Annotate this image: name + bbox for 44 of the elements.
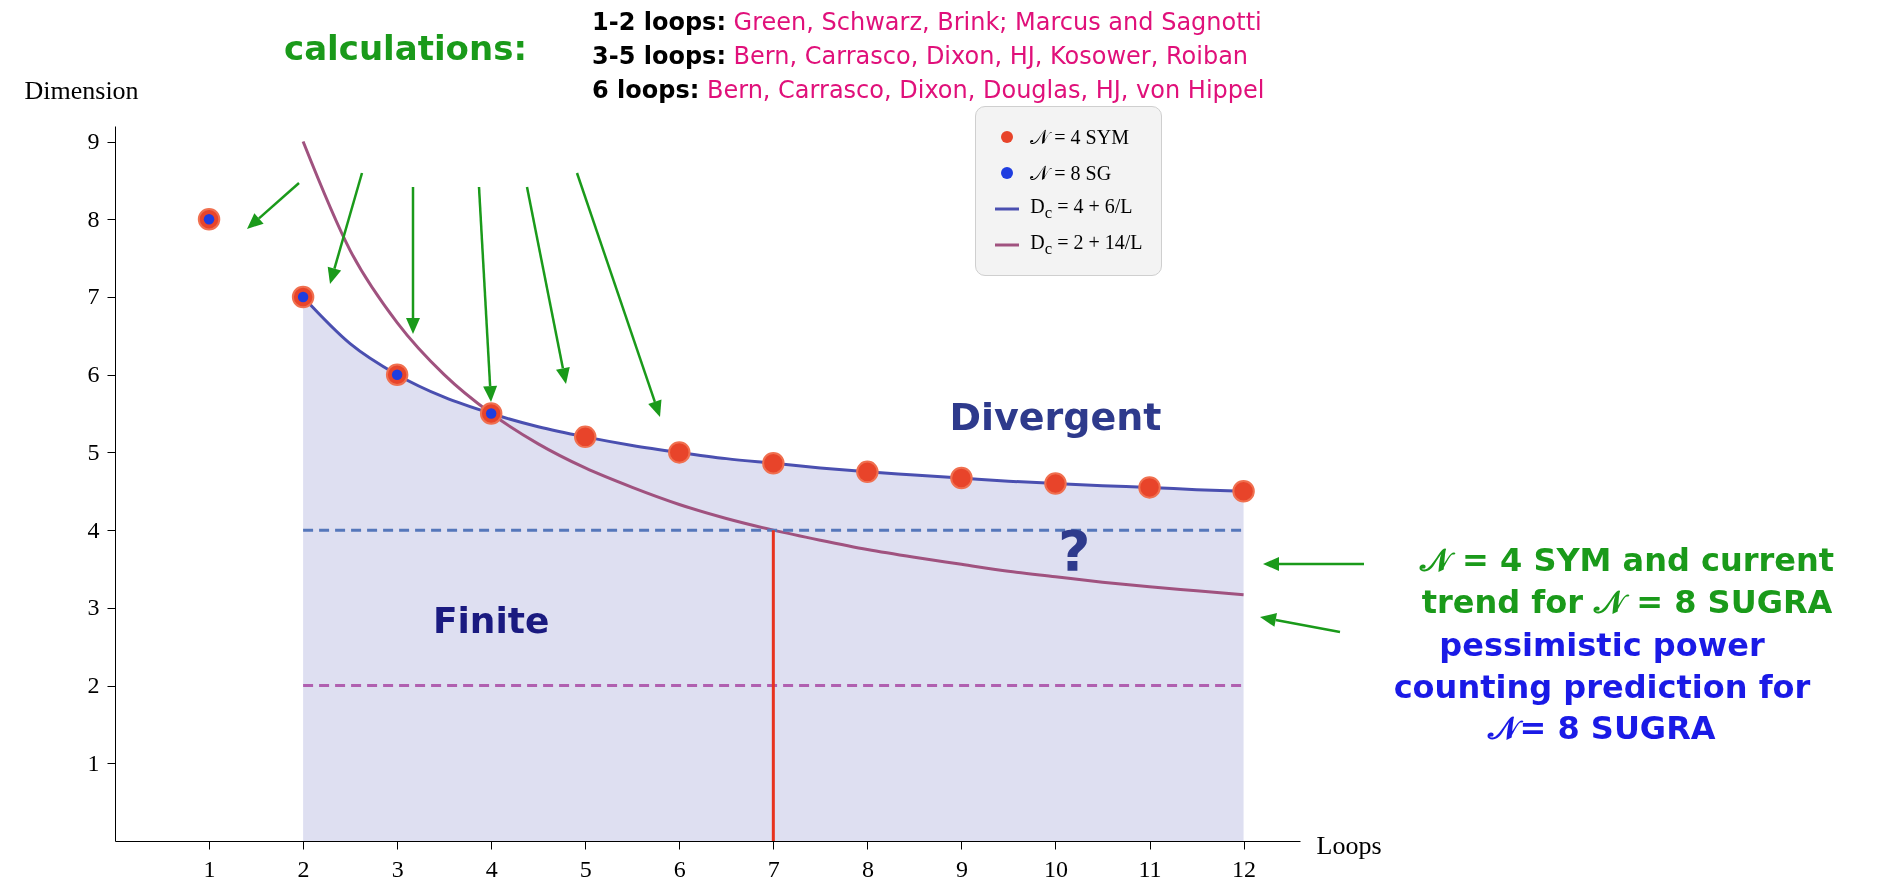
y-tick-label: 1 xyxy=(87,749,100,776)
legend-label: 𝒩 = 8 SG xyxy=(1030,161,1112,185)
x-tick-label: 8 xyxy=(861,855,874,882)
text: pessimistic power counting prediction for 𝒩= 8 SUGRA xyxy=(1392,625,1812,750)
x-tick-label: 10 xyxy=(1043,855,1068,882)
x-tick-label: 6 xyxy=(673,855,686,882)
point xyxy=(1044,472,1067,495)
x-axis-title: Loops xyxy=(1316,830,1382,860)
y-tick-label: 3 xyxy=(87,594,100,621)
x-tick-label: 4 xyxy=(485,855,498,882)
x-tick-label: 7 xyxy=(767,855,780,882)
text: 𝒩 = 4 SYM and current trend for 𝒩 = 8 SUGRA xyxy=(1418,540,1836,623)
x-tick-label: 3 xyxy=(391,855,404,882)
y-tick-label: 9 xyxy=(87,128,100,155)
annotation: Finite xyxy=(432,599,550,640)
text: 6 loops: Bern, Carrasco, Dixon, Douglas, HJ, von Hippel xyxy=(592,76,1265,104)
y-tick-label: 2 xyxy=(87,672,100,699)
x-tick-label: 2 xyxy=(297,855,310,882)
point xyxy=(762,452,785,475)
point xyxy=(856,460,879,484)
x-tick-label: 9 xyxy=(955,855,968,882)
x-tick-label: 11 xyxy=(1138,855,1162,882)
legend-label: 𝒩 = 4 SYM xyxy=(1030,125,1129,149)
point xyxy=(668,441,691,464)
text: calculations: xyxy=(284,28,528,68)
annotation: Divergent xyxy=(949,395,1162,440)
x-tick-label: 12 xyxy=(1232,855,1257,882)
y-axis-title: Dimension xyxy=(24,75,139,105)
annotation: ? xyxy=(1058,517,1091,583)
y-tick-label: 7 xyxy=(87,283,100,310)
y-tick-label: 5 xyxy=(87,438,100,465)
x-tick-label: 5 xyxy=(579,855,592,882)
x-tick-label: 1 xyxy=(203,855,216,882)
point xyxy=(950,466,973,490)
point xyxy=(1138,476,1161,499)
point xyxy=(1232,480,1255,503)
y-tick-label: 4 xyxy=(87,516,100,543)
point xyxy=(573,425,597,449)
y-tick-label: 8 xyxy=(87,205,100,232)
text: 1-2 loops: Green, Schwarz, Brink; Marcus and Sagnotti xyxy=(592,8,1262,36)
y-tick-label: 6 xyxy=(87,361,100,388)
legend-label: D$_{c}$ = 4 + 6/L xyxy=(1030,195,1133,223)
text: 3-5 loops: Bern, Carrasco, Dixon, HJ, Kosower, Roiban xyxy=(592,42,1249,70)
legend-label: D$_{c}$ = 2 + 14/L xyxy=(1030,231,1143,259)
